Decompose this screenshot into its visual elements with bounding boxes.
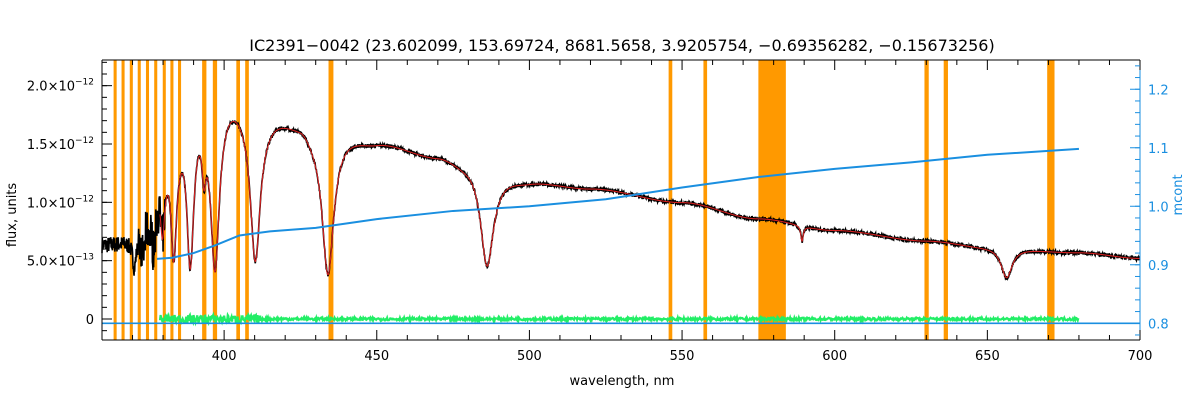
data-series (101, 119, 1141, 327)
masked-region (137, 60, 141, 340)
y2-tick-label: 0.8 (1148, 317, 1169, 332)
residual-line (158, 311, 1080, 327)
x-tick-label: 500 (517, 349, 542, 364)
y-tick-label: 1.0×10−12 (27, 194, 94, 211)
y-tick-label: 5.0×10−13 (27, 253, 94, 270)
masked-region (113, 60, 117, 340)
y2-tick-label: 1.1 (1148, 142, 1169, 157)
masked-region (245, 60, 249, 340)
masked-region (178, 60, 182, 340)
masked-region (328, 60, 334, 340)
x-tick-label: 400 (212, 349, 237, 364)
x-tick-label: 600 (822, 349, 847, 364)
masked-region (758, 60, 786, 340)
y-tick-label: 1.5×10−12 (27, 136, 94, 153)
axes: 400 450 500 550 600 650 700 0 5.0×10−13 1.0×10−12… (27, 59, 1169, 364)
x-axis-label: wavelength, nm (570, 374, 675, 389)
masked-region (236, 60, 240, 340)
x-tick-label: 450 (364, 349, 389, 364)
chart-title: IC2391−0042 (23.602099, 153.69724, 8681.… (249, 36, 994, 55)
y-axis-label: flux, units (5, 183, 20, 248)
y-tick-label: 2.0×10−12 (27, 78, 94, 95)
x-tick-label: 700 (1128, 349, 1153, 364)
masked-region (202, 60, 207, 340)
y2-axis-label: mcont (1171, 174, 1186, 215)
x-tick-label: 550 (670, 349, 695, 364)
masked-region (170, 60, 174, 340)
y2-tick-label: 0.9 (1148, 259, 1169, 274)
masked-region (212, 60, 218, 340)
masked-regions (113, 60, 1055, 340)
observed-flux-line (101, 119, 1141, 281)
mcont-line (156, 147, 1080, 260)
masked-region (1047, 60, 1055, 340)
y-tick-label: 0 (86, 313, 94, 328)
masked-region (145, 60, 150, 340)
masked-region (703, 60, 708, 340)
masked-region (154, 60, 158, 340)
model-flux-line (159, 120, 1140, 279)
y2-tick-label: 1.0 (1148, 200, 1169, 215)
y2-tick-label: 1.2 (1148, 83, 1169, 98)
masked-region (129, 60, 133, 340)
masked-region (121, 60, 125, 340)
masked-region (943, 60, 948, 340)
masked-region (924, 60, 929, 340)
x-tick-label: 650 (975, 349, 1000, 364)
